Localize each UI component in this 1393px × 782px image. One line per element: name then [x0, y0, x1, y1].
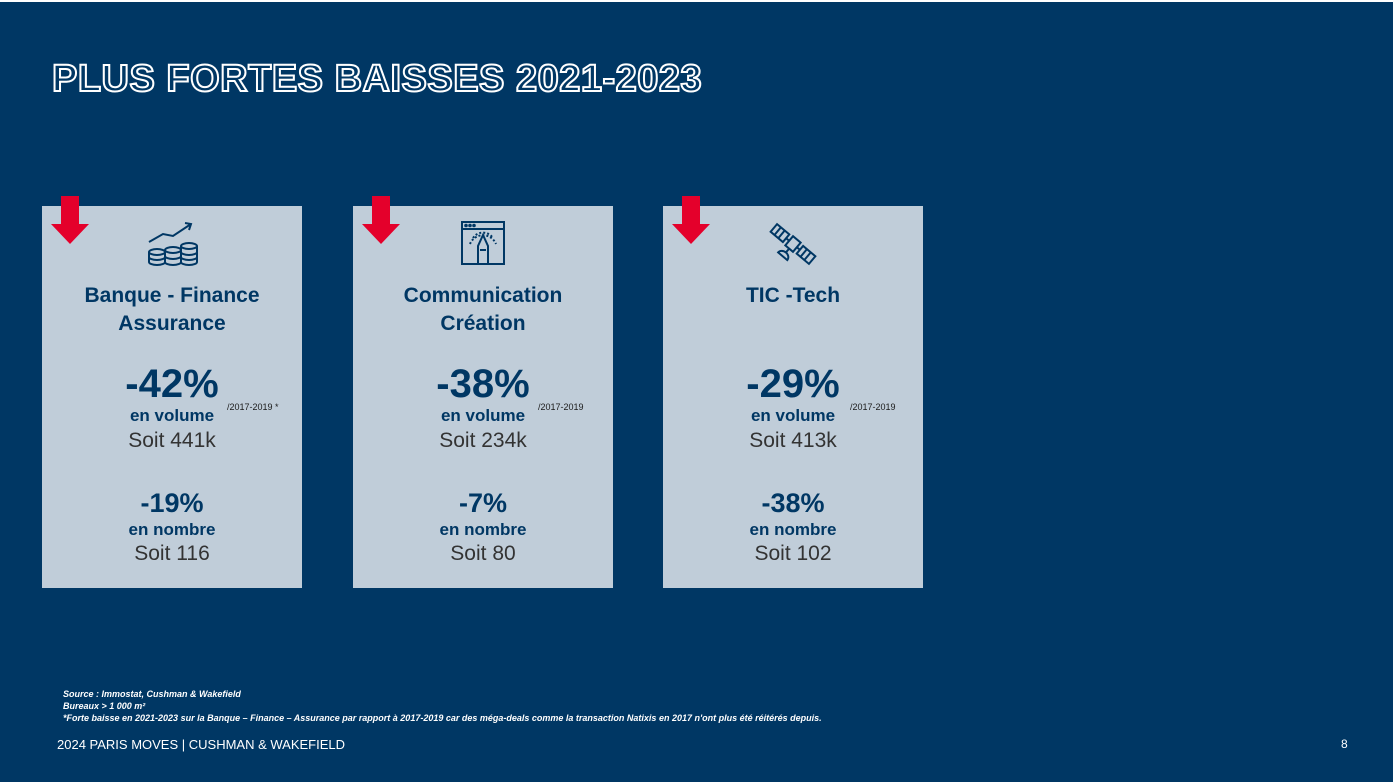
sector-card-communication: Communication Création -38% en volume /2… [353, 196, 613, 588]
down-arrow-icon [672, 196, 710, 244]
count-percent: -7% [458, 488, 507, 518]
reference-period: /2017-2019 [850, 402, 896, 412]
scope-line: Bureaux > 1 000 m² [63, 701, 146, 711]
footer-brand: 2024 PARIS MOVES | CUSHMAN & WAKEFIELD [57, 737, 346, 752]
count-total: Soit 102 [754, 542, 832, 565]
volume-total: Soit 441k [128, 429, 216, 452]
sector-card-banque: Banque - Finance Assurance -42% en volum… [42, 196, 302, 588]
sector-name: Communication Création [403, 284, 563, 335]
count-label: en nombre [439, 520, 527, 539]
page-number: 8 [1341, 737, 1348, 751]
reference-period: /2017-2019 [538, 402, 584, 412]
volume-percent: -42% [125, 362, 219, 406]
coins-growth-icon [148, 222, 198, 266]
down-arrow-icon [362, 196, 400, 244]
creative-window-icon [461, 221, 505, 265]
down-arrow-icon [51, 196, 89, 244]
volume-total: Soit 234k [439, 429, 527, 452]
satellite-icon [769, 222, 817, 266]
count-percent: -38% [761, 488, 825, 518]
page-title: PLUS FORTES BAISSES 2021-2023 [51, 57, 703, 101]
top-border [0, 0, 1393, 2]
count-percent: -19% [140, 488, 204, 518]
volume-label: en volume [129, 406, 215, 425]
volume-label: en volume [440, 406, 526, 425]
sector-name: Banque - Finance Assurance [84, 284, 260, 335]
volume-label: en volume [750, 406, 836, 425]
count-total: Soit 80 [450, 542, 516, 565]
footnote-line: *Forte baisse en 2021-2023 sur la Banque… [63, 713, 822, 723]
source-line: Source : Immostat, Cushman & Wakefield [63, 689, 241, 699]
sector-name: TIC -Tech [745, 284, 841, 307]
reference-period: /2017-2019 * [227, 402, 279, 412]
volume-total: Soit 413k [749, 429, 837, 452]
volume-percent: -29% [746, 362, 840, 406]
count-total: Soit 116 [134, 542, 210, 565]
source-notes: Source : Immostat, Cushman & Wakefield B… [63, 688, 822, 724]
count-label: en nombre [128, 520, 216, 539]
sector-card-tic-tech: TIC -Tech -29% en volume /2017-2019 Soit… [663, 196, 923, 588]
volume-percent: -38% [436, 362, 530, 406]
count-label: en nombre [749, 520, 837, 539]
